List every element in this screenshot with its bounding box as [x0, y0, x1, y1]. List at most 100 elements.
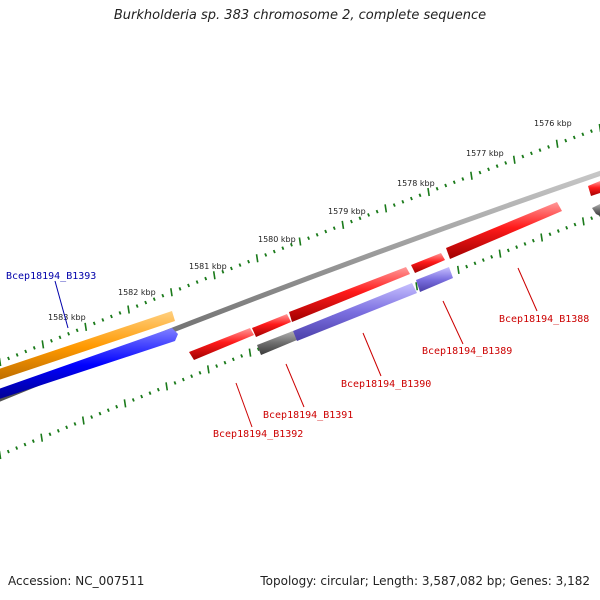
inner-scale-tick — [573, 222, 577, 227]
inner-scale-tick — [156, 387, 160, 392]
inner-scale-tick — [456, 265, 460, 274]
topology-summary: Topology: circular; Length: 3,587,082 bp… — [260, 574, 590, 588]
outer-scale-tick — [0, 357, 2, 367]
scale-label-1580: 1580 kbp — [258, 235, 296, 244]
inner-scale-tick — [140, 394, 144, 399]
outer-scale-tick — [521, 154, 525, 159]
outer-scale-tick — [512, 155, 516, 164]
outer-scale-tick — [358, 216, 362, 221]
outer-scale-tick — [152, 297, 156, 301]
outer-scale-tick — [238, 263, 242, 267]
outer-scale-tick — [538, 148, 542, 152]
inner-scale-tick — [131, 398, 135, 402]
gene-b1391-bar[interactable] — [252, 314, 291, 337]
outer-scale-tick — [401, 199, 405, 204]
inner-scale-tick — [490, 255, 494, 259]
accession-text: Accession: NC_007511 — [8, 574, 145, 588]
inner-scale-tick — [531, 238, 535, 243]
leader-b1393 — [54, 280, 69, 329]
inner-scale-tick — [48, 432, 52, 437]
outer-scale-tick — [307, 236, 311, 240]
outer-scale-tick — [7, 356, 11, 361]
outer-scale-tick — [272, 249, 276, 254]
inner-scale-tick — [81, 416, 85, 425]
leader-b1388 — [517, 267, 538, 312]
outer-scale-tick — [435, 186, 439, 191]
inner-scale-tick — [473, 261, 477, 266]
outer-scale-tick — [178, 287, 182, 291]
outer-scale-tick — [341, 220, 345, 229]
outer-scale-tick — [495, 164, 499, 168]
gene-label-b1391[interactable]: Bcep18194_B1391 — [263, 410, 353, 421]
outer-scale-tick — [247, 259, 251, 264]
scale-label-1579: 1579 kbp — [328, 207, 366, 216]
outer-scale-tick — [589, 129, 593, 133]
outer-scale-tick — [367, 213, 371, 217]
inner-scale-tick — [481, 258, 485, 262]
gene-purple-small[interactable] — [416, 267, 453, 292]
gene-blue-bar[interactable] — [0, 328, 178, 402]
scale-label-1578: 1578 kbp — [397, 179, 435, 188]
outer-scale-tick — [144, 300, 148, 305]
inner-scale-tick — [165, 382, 169, 391]
outer-scale-tick — [478, 170, 482, 175]
outer-scale-tick — [255, 254, 259, 263]
inner-scale-tick — [581, 217, 585, 226]
gene-orange-bar[interactable] — [0, 311, 175, 383]
inner-scale-tick — [523, 242, 527, 246]
gene-edge-red[interactable] — [588, 181, 600, 196]
gene-edge-gray[interactable] — [592, 204, 600, 216]
leader-b1389 — [442, 300, 464, 345]
outer-scale-tick — [547, 145, 551, 149]
outer-scale-tick — [572, 135, 576, 140]
gene-label-b1389[interactable]: Bcep18194_B1389 — [422, 346, 512, 357]
inner-scale-tick — [148, 391, 152, 395]
gene-labels: Bcep18194_B1388 Bcep18194_B1389 Bcep1819… — [6, 271, 589, 440]
leader-b1392 — [235, 382, 253, 428]
inner-scale-tick — [6, 449, 10, 454]
leader-b1390 — [362, 332, 382, 377]
outer-scale-tick — [470, 171, 473, 180]
gene-label-b1392[interactable]: Bcep18194_B1392 — [213, 429, 303, 440]
outer-scale-tick — [49, 339, 53, 343]
inner-scale-tick — [465, 264, 469, 269]
outer-scale-tick — [298, 237, 302, 246]
outer-scale-ticks — [0, 123, 600, 367]
outer-scale-tick — [487, 167, 491, 172]
gene-label-b1388[interactable]: Bcep18194_B1388 — [499, 314, 589, 325]
scale-label-1582: 1582 kbp — [118, 288, 156, 297]
inner-scale-tick — [231, 357, 235, 362]
outer-scale-tick — [332, 226, 336, 231]
gene-b1388-bar[interactable] — [446, 202, 562, 259]
gene-purple-bar[interactable] — [293, 283, 417, 341]
outer-scale-tick — [349, 219, 353, 224]
inner-scale-tick — [65, 425, 69, 430]
gene-b1390-bar[interactable] — [289, 267, 410, 322]
outer-scale-tick — [229, 266, 233, 271]
map-title: Burkholderia sp. 383 chromosome 2, compl… — [113, 8, 487, 23]
outer-scale-tick — [384, 204, 388, 213]
outer-scale-tick — [58, 335, 62, 340]
scale-labels: 1576 kbp 1577 kbp 1578 kbp 1579 kbp 1580… — [48, 119, 572, 322]
inner-scale-tick — [181, 377, 185, 382]
inner-scale-tick — [115, 404, 119, 409]
outer-scale-tick — [135, 304, 139, 308]
inner-scale-tick — [256, 347, 260, 352]
gene-b1389-bar[interactable] — [411, 253, 445, 273]
outer-scale-tick — [555, 139, 559, 148]
inner-scale-tick — [565, 225, 569, 230]
inner-scale-tick — [248, 348, 252, 357]
gene-gray-bar[interactable] — [257, 331, 297, 355]
inner-scale-tick — [40, 433, 44, 442]
inner-scale-tick — [123, 399, 127, 408]
inner-scale-tick — [98, 411, 102, 416]
outer-scale-tick — [204, 276, 208, 281]
inner-scale-tick — [90, 415, 94, 419]
gene-label-b1393[interactable]: Bcep18194_B1393 — [6, 271, 96, 282]
outer-scale-tick — [161, 293, 165, 298]
gene-leader-lines — [54, 267, 538, 428]
inner-scale-tick — [240, 354, 244, 358]
gene-label-b1390[interactable]: Bcep18194_B1390 — [341, 379, 431, 390]
gene-b1392-bar[interactable] — [189, 328, 254, 360]
scale-label-1581: 1581 kbp — [189, 262, 227, 271]
